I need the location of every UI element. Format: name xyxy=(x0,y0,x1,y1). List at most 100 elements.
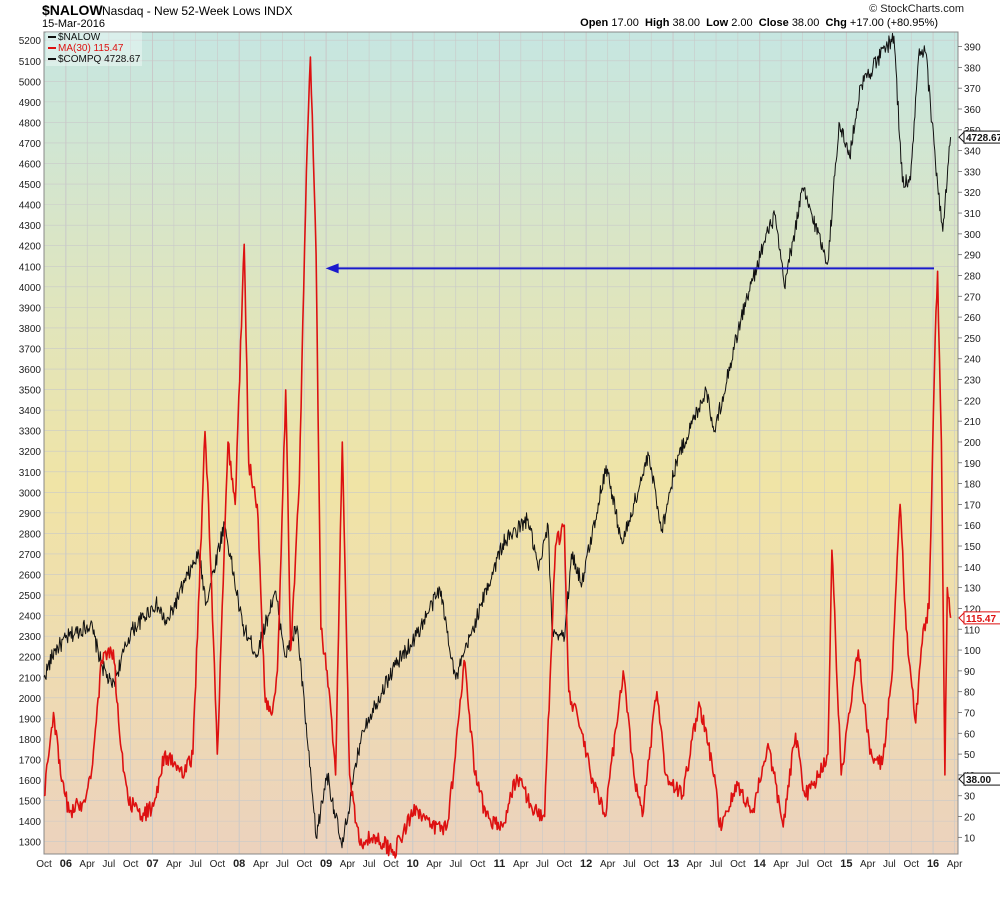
right-tick-label: 110 xyxy=(964,625,980,636)
x-tick-label: 07 xyxy=(146,858,158,870)
value-label-text: 38.00 xyxy=(966,775,991,786)
x-tick-label: 15 xyxy=(840,858,852,870)
legend-entry: $COMPQ 4728.67 xyxy=(58,54,141,65)
x-tick-label: 13 xyxy=(667,858,679,870)
low-value: 2.00 xyxy=(731,17,753,29)
right-tick-label: 290 xyxy=(964,251,981,262)
left-tick-label: 1500 xyxy=(19,797,42,808)
left-tick-label: 1800 xyxy=(19,735,42,746)
x-tick-label: Jul xyxy=(796,859,809,870)
x-tick-label: Oct xyxy=(817,859,833,870)
left-tick-label: 2500 xyxy=(19,591,42,602)
legend-entry: $NALOW xyxy=(58,32,101,43)
left-tick-label: 2800 xyxy=(19,529,42,540)
right-axis: 1020304050607080901001101201301401501601… xyxy=(958,43,981,844)
right-tick-label: 130 xyxy=(964,584,981,595)
left-axis: 1300 1400 1500 1600 1700 1800 1900 2000 2100 2200… xyxy=(19,36,42,848)
compq-line xyxy=(43,32,952,849)
value-label-box xyxy=(963,130,1000,144)
legend-entry: MA(30) 115.47 xyxy=(58,43,124,54)
right-tick-label: 300 xyxy=(964,230,981,241)
left-tick-label: 3100 xyxy=(19,468,42,479)
x-tick-label: Oct xyxy=(643,859,659,870)
last-value-labels: 4728.67 115.47 38.00 xyxy=(958,129,1000,787)
left-tick-label: 1600 xyxy=(19,776,42,787)
x-tick-label: Oct xyxy=(36,859,52,870)
right-tick-label: 170 xyxy=(964,500,981,511)
right-tick-label: 230 xyxy=(964,376,981,387)
right-tick-label: 160 xyxy=(964,521,981,532)
x-tick-label: 14 xyxy=(754,858,767,870)
right-tick-label: 10 xyxy=(964,833,976,844)
left-tick-label: 2600 xyxy=(19,571,42,582)
value-label-box xyxy=(963,611,1000,625)
x-tick-label: Apr xyxy=(426,859,442,870)
x-tick-label: Oct xyxy=(296,859,312,870)
left-tick-label: 3900 xyxy=(19,303,42,314)
left-tick-label: 2400 xyxy=(19,612,42,623)
x-tick-label: Jul xyxy=(189,859,202,870)
x-tick-label: Oct xyxy=(123,859,139,870)
left-tick-label: 3500 xyxy=(19,386,42,397)
left-tick-label: 4000 xyxy=(19,283,42,294)
right-tick-label: 50 xyxy=(964,750,976,761)
chg-label: Chg xyxy=(825,17,847,29)
right-tick-label: 360 xyxy=(964,105,981,116)
right-tick-label: 20 xyxy=(964,813,976,824)
value-label-text: 4728.67 xyxy=(966,133,1000,144)
symbol-title: $NALOW xyxy=(42,2,103,18)
brand-label[interactable]: © StockCharts.com xyxy=(869,3,964,15)
right-tick-label: 100 xyxy=(964,646,981,657)
left-tick-label: 2100 xyxy=(19,673,42,684)
x-tick-label: Apr xyxy=(773,859,789,870)
ohlc-readout: Open 17.00 High 38.00 Low 2.00 Close 38.… xyxy=(580,17,938,29)
plot-background xyxy=(44,32,958,854)
right-tick-label: 120 xyxy=(964,604,981,615)
left-tick-label: 2700 xyxy=(19,550,42,561)
x-tick-label: 16 xyxy=(927,858,939,870)
right-tick-label: 390 xyxy=(964,43,981,54)
left-tick-label: 1900 xyxy=(19,714,42,725)
chg-value: +17.00 (+80.95%) xyxy=(849,17,938,29)
right-tick-label: 210 xyxy=(964,417,981,428)
x-tick-label: Apr xyxy=(600,859,616,870)
left-tick-label: 3300 xyxy=(19,427,42,438)
plot-frame xyxy=(43,31,959,855)
left-tick-label: 3000 xyxy=(19,488,42,499)
x-tick-label: 09 xyxy=(320,858,332,870)
left-tick-label: 4500 xyxy=(19,180,42,191)
chart-header: $NALOW Nasdaq - New 52-Week Lows INDX 15… xyxy=(0,0,1000,32)
left-tick-label: 5200 xyxy=(19,36,42,47)
left-tick-label: 3700 xyxy=(19,344,42,355)
x-tick-label: Jul xyxy=(623,859,636,870)
value-label-text: 115.47 xyxy=(966,614,996,625)
left-tick-label: 3200 xyxy=(19,447,42,458)
chart-date: 15-Mar-2016 xyxy=(42,18,105,30)
close-value: 38.00 xyxy=(791,17,820,29)
x-tick-label: Jul xyxy=(102,859,115,870)
left-tick-label: 5000 xyxy=(19,77,42,88)
x-tick-label: 10 xyxy=(407,858,419,870)
left-tick-label: 2200 xyxy=(19,653,42,664)
high-value: 38.00 xyxy=(672,17,701,29)
legend-box xyxy=(46,32,142,66)
x-tick-label: Oct xyxy=(903,859,919,870)
x-tick-label: Jul xyxy=(710,859,723,870)
x-tick-label: Apr xyxy=(513,859,529,870)
left-tick-label: 2000 xyxy=(19,694,42,705)
x-tick-label: Apr xyxy=(860,859,876,870)
left-tick-label: 4300 xyxy=(19,221,42,232)
right-tick-label: 80 xyxy=(964,688,976,699)
right-tick-label: 140 xyxy=(964,563,981,574)
right-tick-label: 340 xyxy=(964,147,981,158)
x-tick-label: Oct xyxy=(557,859,573,870)
right-tick-label: 180 xyxy=(964,480,981,491)
low-label: Low xyxy=(706,17,729,29)
right-tick-label: 240 xyxy=(964,355,981,366)
x-tick-label: 11 xyxy=(494,858,506,870)
left-tick-label: 4600 xyxy=(19,160,42,171)
right-tick-label: 90 xyxy=(964,667,976,678)
left-tick-label: 2900 xyxy=(19,509,42,520)
right-tick-label: 200 xyxy=(964,438,981,449)
